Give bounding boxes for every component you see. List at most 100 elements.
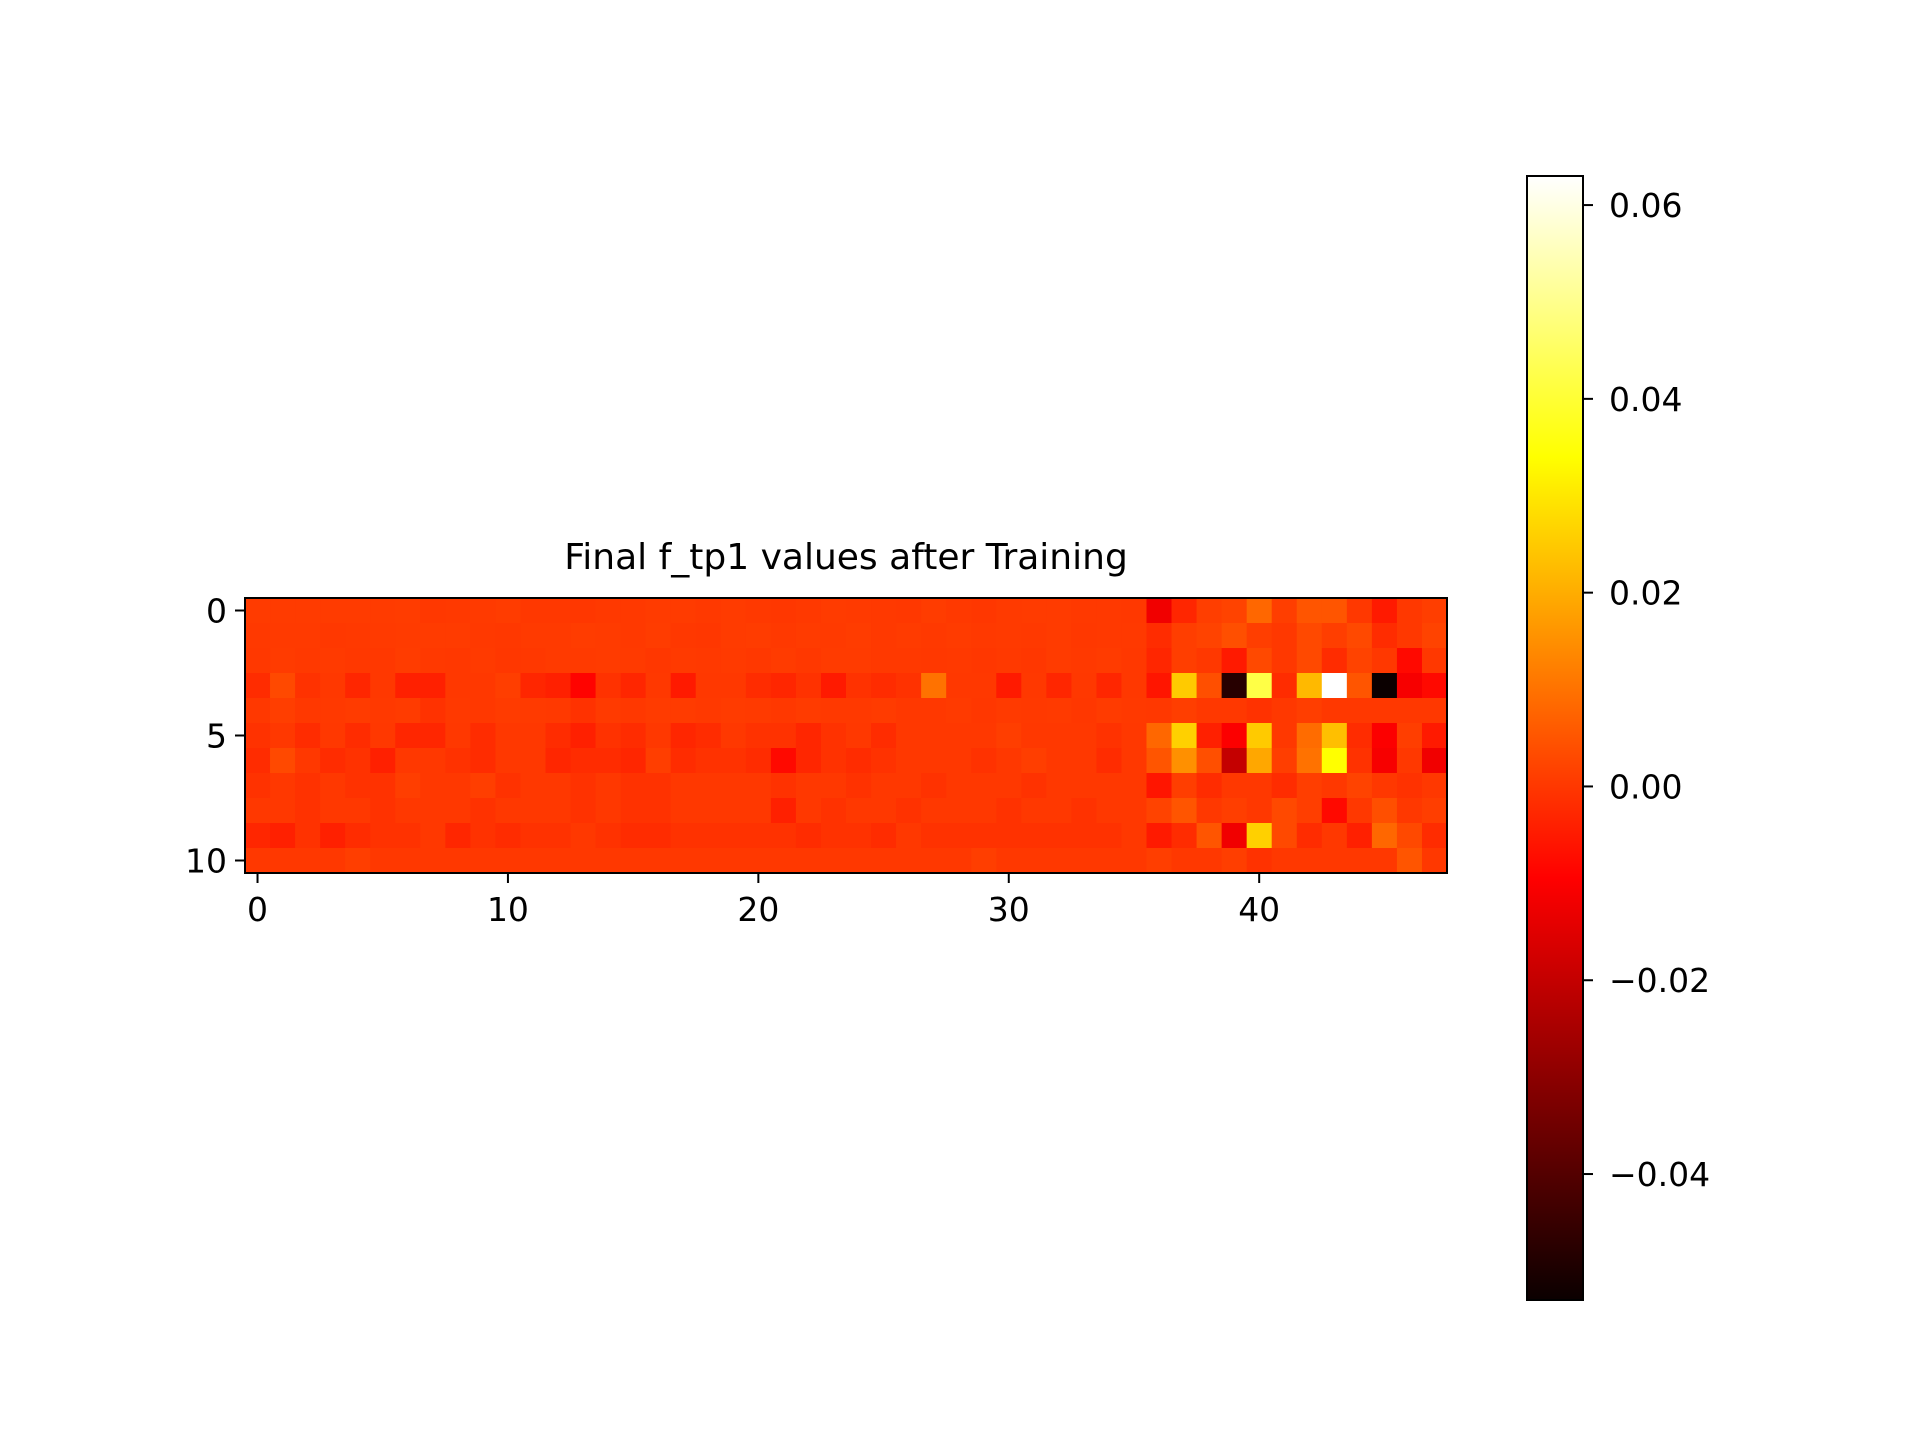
heatmap-cell [1271,673,1298,699]
heatmap-cell [295,723,321,749]
heatmap-cell [1096,698,1123,724]
heatmap-cell [520,748,547,774]
heatmap-cells [245,598,1448,874]
heatmap-cell [921,848,947,874]
heatmap-cell [1396,598,1423,624]
heatmap-cell [770,848,797,874]
heatmap-cell [1146,773,1173,799]
heatmap-cell [946,698,972,724]
heatmap-cell [1021,798,1047,824]
heatmap-cell [445,748,471,774]
heatmap-cell [1021,673,1047,699]
heatmap-cell [595,598,622,624]
heatmap-cell [1046,748,1072,774]
heatmap-cell [570,773,597,799]
heatmap-cell [570,823,597,849]
heatmap-cell [570,748,597,774]
heatmap-cell [770,698,797,724]
heatmap-cell [470,698,497,724]
heatmap-cell [1221,623,1248,649]
heatmap-cell [345,798,371,824]
heatmap-cell [470,648,497,674]
heatmap-cell [1221,748,1248,774]
heatmap-cell [670,698,697,724]
heatmap-cell [695,598,722,624]
heatmap-cell [1096,723,1123,749]
heatmap-cell [1246,798,1273,824]
heatmap-cell [595,798,622,824]
heatmap-cell [770,798,797,824]
heatmap-cell [345,598,371,624]
heatmap-cell [971,623,997,649]
heatmap-cell [670,623,697,649]
heatmap-cell [971,748,997,774]
heatmap-cell [445,648,471,674]
heatmap-cell [470,623,497,649]
heatmap-cell [1421,648,1448,674]
heatmap-cell [720,623,747,649]
heatmap-cell [1221,773,1248,799]
heatmap-cell [745,673,772,699]
heatmap-cell [820,748,847,774]
heatmap-cell [1221,798,1248,824]
heatmap-cell [770,598,797,624]
heatmap-cell [1171,648,1198,674]
heatmap-cell [1371,723,1398,749]
heatmap-cell [1421,723,1448,749]
heatmap-cell [1396,848,1423,874]
heatmap-cell [420,698,446,724]
heatmap-cell [595,623,622,649]
heatmap-cell [645,673,672,699]
heatmap-cell [745,623,772,649]
heatmap-cell [320,798,346,824]
heatmap-cell [946,623,972,649]
colorbar-frame [1526,175,1584,1301]
heatmap-cell [1346,698,1373,724]
heatmap-cell [545,848,572,874]
heatmap-cell [720,848,747,874]
heatmap-cell [996,848,1022,874]
heatmap-cell [420,598,446,624]
heatmap-cell [445,623,471,649]
heatmap-cell [846,748,872,774]
heatmap-cell [1096,798,1123,824]
heatmap-cell [1046,823,1072,849]
heatmap-cell [1346,648,1373,674]
heatmap-cell [1196,698,1223,724]
heatmap-cell [595,773,622,799]
heatmap-cell [1146,848,1173,874]
heatmap-cell [720,748,747,774]
heatmap-cell [1146,623,1173,649]
heatmap-cell [245,848,271,874]
heatmap-cell [345,748,371,774]
heatmap-cell [1196,623,1223,649]
heatmap-cell [420,823,446,849]
heatmap-cell [470,848,497,874]
heatmap-cell [871,823,897,849]
heatmap-cell [1271,823,1298,849]
heatmap-cell [871,723,897,749]
heatmap-cell [820,623,847,649]
heatmap-cell [395,648,421,674]
heatmap-cell [770,823,797,849]
heatmap-cell [1121,623,1148,649]
heatmap-cell [545,673,572,699]
heatmap-cell [1196,848,1223,874]
heatmap-cell [1296,673,1323,699]
heatmap-cell [620,598,647,624]
heatmap-cell [370,723,396,749]
heatmap-cell [745,748,772,774]
heatmap-cell [971,773,997,799]
heatmap-cell [370,748,396,774]
heatmap-cell [1171,823,1198,849]
heatmap-cell [1071,848,1098,874]
heatmap-cell [1346,798,1373,824]
heatmap-cell [645,748,672,774]
heatmap-cell [320,598,346,624]
heatmap-cell [495,823,522,849]
heatmap-cell [495,623,522,649]
heatmap-cell [1196,798,1223,824]
heatmap-cell [921,673,947,699]
colorbar-tick-label: 0.06 [1609,186,1682,225]
heatmap-cell [1296,823,1323,849]
